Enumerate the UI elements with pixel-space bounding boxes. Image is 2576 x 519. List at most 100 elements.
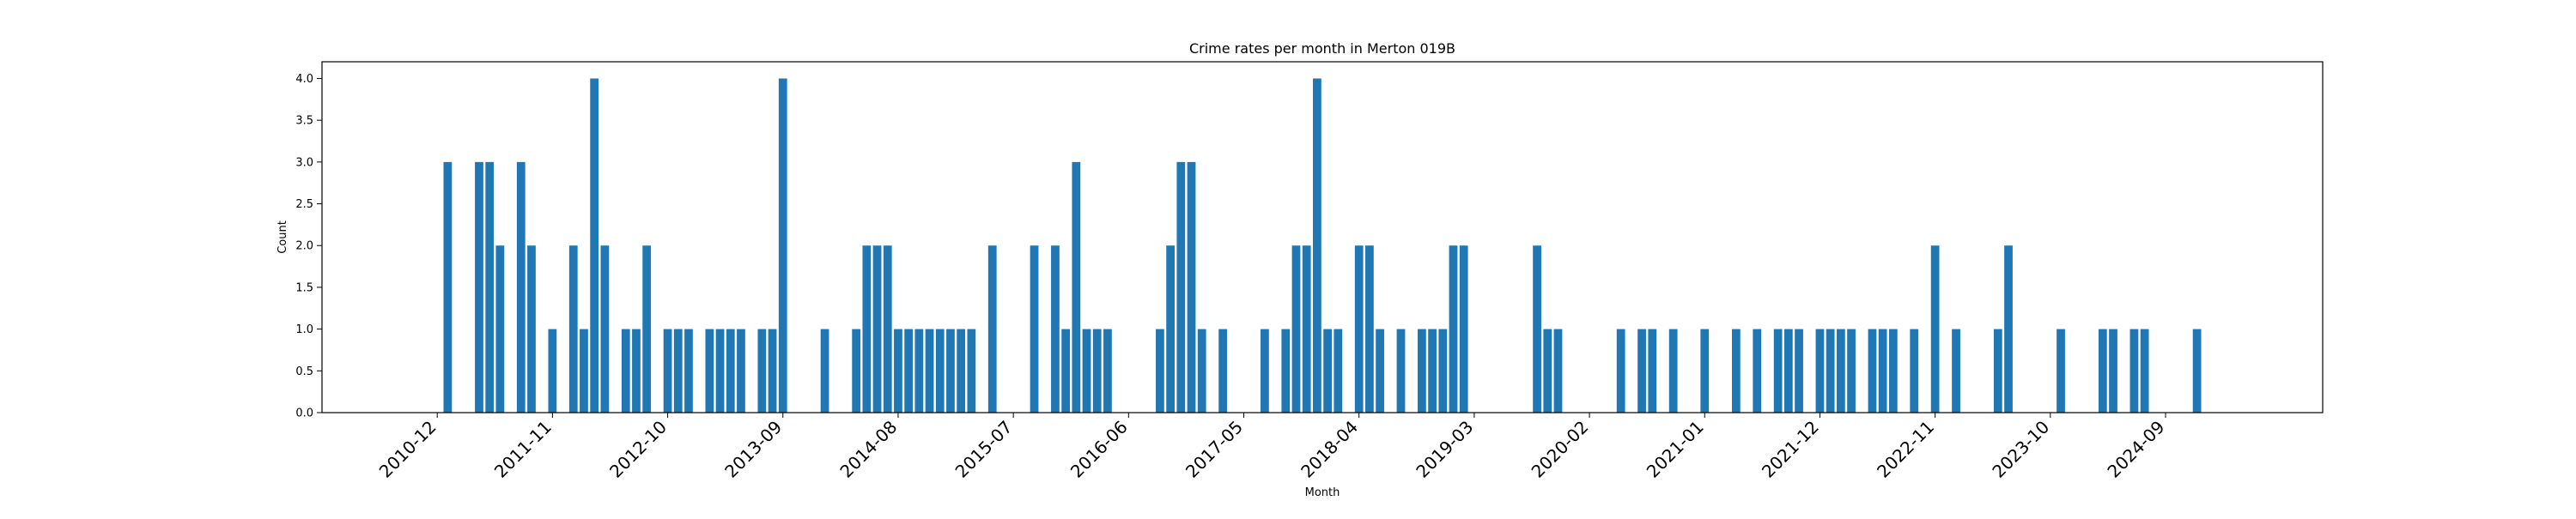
bar bbox=[1365, 245, 1374, 413]
bar bbox=[1156, 329, 1164, 413]
bar bbox=[904, 329, 914, 413]
y-axis-label: Count bbox=[276, 220, 289, 254]
bar bbox=[443, 161, 453, 413]
bar bbox=[2004, 245, 2013, 413]
bar bbox=[737, 329, 745, 413]
bar bbox=[2140, 329, 2149, 413]
y-tick-label: 0.5 bbox=[295, 365, 313, 378]
bar bbox=[967, 329, 976, 413]
bar bbox=[580, 329, 588, 413]
bar bbox=[852, 329, 861, 413]
bar bbox=[1878, 329, 1887, 413]
bar bbox=[1166, 245, 1175, 413]
bar bbox=[673, 329, 683, 413]
bar bbox=[684, 329, 693, 413]
bar bbox=[642, 245, 652, 413]
bar bbox=[1637, 329, 1646, 413]
bar bbox=[1533, 245, 1541, 413]
y-tick-label: 1.0 bbox=[295, 323, 313, 336]
bar bbox=[1187, 161, 1196, 413]
bar bbox=[1030, 245, 1039, 413]
bar bbox=[2192, 329, 2202, 413]
bar bbox=[715, 329, 725, 413]
x-axis-label: Month bbox=[1305, 486, 1340, 499]
bar bbox=[548, 329, 557, 413]
bar bbox=[946, 329, 955, 413]
bar bbox=[1459, 245, 1468, 413]
bar bbox=[1323, 329, 1332, 413]
bar bbox=[1952, 329, 1960, 413]
bar bbox=[1428, 329, 1437, 413]
bar bbox=[1753, 329, 1762, 413]
bar bbox=[1888, 329, 1898, 413]
bar bbox=[1836, 329, 1845, 413]
bar bbox=[1197, 329, 1206, 413]
y-tick-label: 2.5 bbox=[295, 198, 313, 211]
bar bbox=[1449, 245, 1458, 413]
bar bbox=[935, 329, 945, 413]
bar bbox=[485, 161, 495, 413]
bar bbox=[1418, 329, 1426, 413]
bar bbox=[883, 245, 892, 413]
bar bbox=[632, 329, 641, 413]
bar bbox=[1051, 245, 1060, 413]
bar bbox=[1930, 245, 1940, 413]
bar bbox=[820, 329, 829, 413]
bar bbox=[1396, 329, 1406, 413]
bar bbox=[2057, 329, 2065, 413]
bar bbox=[1313, 78, 1321, 413]
bar bbox=[1731, 329, 1741, 413]
bar bbox=[527, 245, 536, 413]
bar bbox=[1616, 329, 1625, 413]
bar bbox=[925, 329, 934, 413]
bar bbox=[1103, 329, 1112, 413]
bar bbox=[1291, 245, 1301, 413]
bar bbox=[600, 245, 610, 413]
chart-title: Crime rates per month in Merton 019B bbox=[1189, 40, 1455, 57]
bar bbox=[1376, 329, 1384, 413]
bar bbox=[2098, 329, 2107, 413]
bar bbox=[475, 161, 483, 413]
bar bbox=[862, 245, 872, 413]
bar bbox=[1092, 329, 1102, 413]
bar bbox=[1910, 329, 1919, 413]
bar bbox=[1847, 329, 1856, 413]
bar bbox=[568, 245, 578, 413]
bar bbox=[705, 329, 714, 413]
y-tick-label: 3.0 bbox=[295, 156, 313, 169]
bar bbox=[2109, 329, 2117, 413]
bar bbox=[726, 329, 735, 413]
bar bbox=[768, 329, 777, 413]
bar bbox=[516, 161, 526, 413]
bar bbox=[1826, 329, 1835, 413]
bar bbox=[1795, 329, 1803, 413]
plot-frame bbox=[321, 61, 2324, 413]
bar bbox=[1543, 329, 1552, 413]
bar bbox=[1700, 329, 1710, 413]
bar bbox=[1302, 245, 1311, 413]
bar bbox=[778, 78, 787, 413]
bar bbox=[663, 329, 672, 413]
bar bbox=[757, 329, 767, 413]
bar bbox=[1061, 329, 1071, 413]
bar bbox=[1176, 161, 1186, 413]
y-tick-label: 1.5 bbox=[295, 281, 313, 294]
y-tick-label: 0.0 bbox=[295, 407, 313, 420]
bar bbox=[1281, 329, 1291, 413]
bar bbox=[1993, 329, 2002, 413]
bar bbox=[1438, 329, 1448, 413]
bar bbox=[1354, 245, 1364, 413]
bar bbox=[987, 245, 997, 413]
bar bbox=[590, 78, 599, 413]
bar bbox=[1261, 329, 1269, 413]
y-axis-ticks: 0.0 0.5 1.0 1.5 2.0 2.5 3.0 3.5 4.0 bbox=[295, 73, 322, 420]
bar bbox=[621, 329, 630, 413]
bar bbox=[1668, 329, 1678, 413]
bar bbox=[1783, 329, 1793, 413]
y-tick-label: 3.5 bbox=[295, 115, 313, 128]
bar bbox=[2129, 329, 2139, 413]
bar bbox=[495, 245, 505, 413]
